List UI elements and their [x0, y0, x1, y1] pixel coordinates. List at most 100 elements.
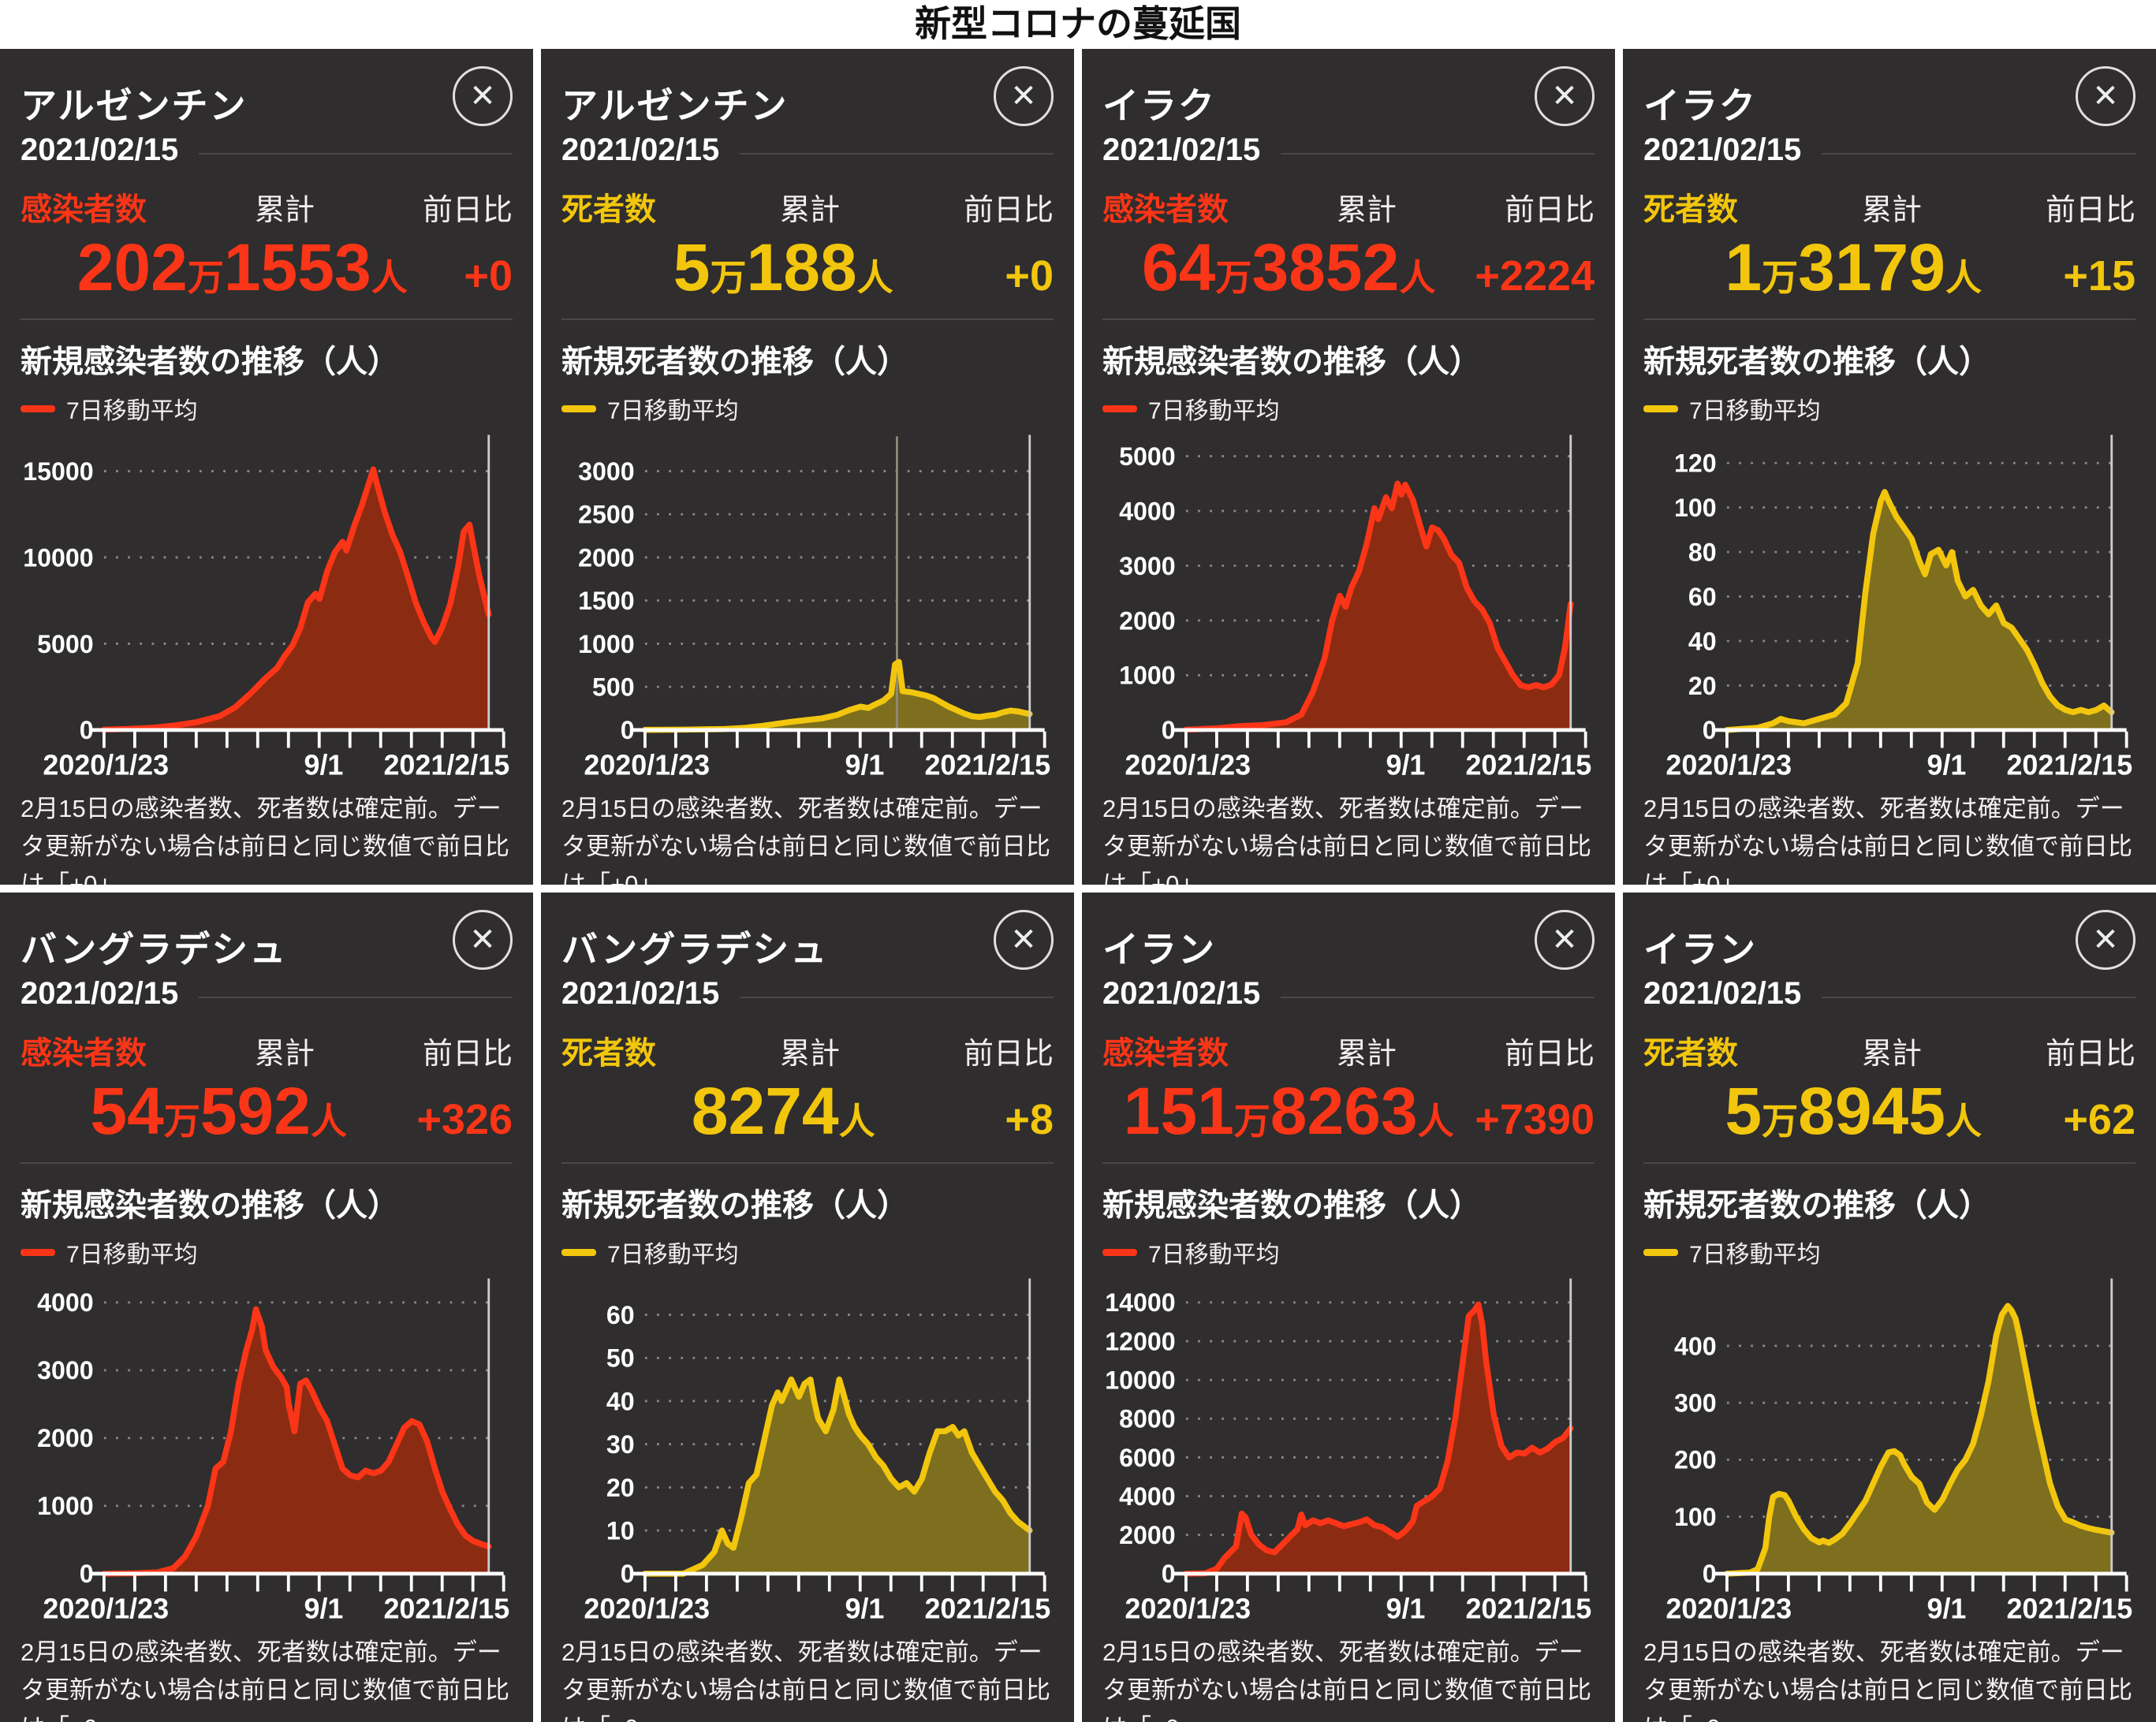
value-person-suffix: 人: [838, 1101, 875, 1142]
delta-value: +326: [416, 1096, 513, 1143]
svg-text:50: 50: [606, 1344, 635, 1373]
day-over-day-label: 前日比: [2045, 1038, 2135, 1071]
metric-row: 死者数 累計 前日比: [561, 1027, 1054, 1073]
svg-text:20: 20: [1688, 672, 1717, 700]
svg-text:9/1: 9/1: [1927, 1593, 1966, 1625]
svg-text:1000: 1000: [37, 1492, 93, 1520]
metric-label: 感染者数: [21, 192, 147, 227]
page-header: 新型コロナの蔓延国: [0, 0, 2156, 49]
close-icon: ✕: [2092, 79, 2119, 114]
svg-text:2020/1/23: 2020/1/23: [584, 749, 710, 781]
header-divider: [561, 1162, 1054, 1164]
legend-line-swatch: [561, 1248, 596, 1256]
value-row: 1万3179人 +15: [1643, 229, 2135, 306]
card-date: 2021/02/15: [561, 132, 720, 167]
svg-text:0: 0: [80, 1560, 94, 1588]
close-button[interactable]: ✕: [994, 910, 1054, 970]
svg-text:2020/1/23: 2020/1/23: [43, 1593, 169, 1625]
close-button[interactable]: ✕: [994, 66, 1054, 126]
value-main: 54: [90, 1074, 164, 1148]
legend: 7日移動平均: [1643, 391, 2135, 426]
metric-row: 死者数 累計 前日比: [1643, 184, 2135, 229]
metric-label: 死者数: [561, 1036, 656, 1071]
legend-label: 7日移動平均: [1148, 398, 1280, 424]
value-unit-man: 万: [710, 257, 747, 298]
value-sub: 3179: [1798, 230, 1945, 304]
country-card: イラン ✕ 2021/02/15 感染者数 累計 前日比 151万8263人 +…: [1082, 893, 1615, 1722]
chart-section-title: 新規死者数の推移（人）: [561, 1188, 908, 1223]
svg-text:0: 0: [80, 716, 94, 744]
svg-text:60: 60: [1688, 583, 1717, 611]
close-button[interactable]: ✕: [2076, 910, 2135, 970]
country-card: イラン ✕ 2021/02/15 死者数 累計 前日比 5万8945人 +62 …: [1623, 893, 2156, 1722]
date-rule: [1281, 152, 1595, 155]
value-unit-man: 万: [187, 257, 224, 298]
svg-text:15000: 15000: [23, 457, 93, 486]
card-header: イラク ✕: [1643, 65, 2135, 129]
header-divider: [1643, 1162, 2135, 1164]
svg-text:2020/1/23: 2020/1/23: [1665, 749, 1792, 781]
svg-text:8000: 8000: [1119, 1405, 1175, 1433]
card-header: イラン ✕: [1102, 908, 1595, 973]
svg-text:0: 0: [621, 1560, 635, 1588]
value-main: 1: [1725, 230, 1762, 304]
country-card: イラク ✕ 2021/02/15 死者数 累計 前日比 1万3179人 +15 …: [1623, 49, 2156, 885]
svg-text:2020/1/23: 2020/1/23: [1125, 749, 1251, 781]
delta-value: +62: [2063, 1096, 2135, 1143]
value-sub: 8945: [1798, 1074, 1945, 1148]
svg-text:2021/2/15: 2021/2/15: [1465, 1593, 1591, 1625]
cumulative-label: 累計: [1336, 194, 1397, 227]
value-person-suffix: 人: [310, 1101, 347, 1142]
close-icon: ✕: [469, 922, 496, 957]
value-person-suffix: 人: [856, 257, 893, 298]
delta-value: +8: [1005, 1096, 1054, 1143]
svg-text:500: 500: [592, 673, 635, 701]
metric-row: 死者数 累計 前日比: [1643, 1027, 2135, 1073]
card-date: 2021/02/15: [1102, 132, 1261, 167]
date-row: 2021/02/15: [1102, 132, 1595, 168]
value-row: 8274人 +8: [561, 1073, 1054, 1150]
chart-section-title: 新規死者数の推移（人）: [1643, 1188, 1990, 1223]
cumulative-value: 202万1553人: [21, 229, 464, 306]
legend-line-swatch: [21, 1248, 55, 1256]
close-button[interactable]: ✕: [1535, 66, 1595, 126]
value-unit-man: 万: [1233, 1101, 1270, 1142]
svg-text:2000: 2000: [578, 543, 634, 572]
country-card: バングラデシュ ✕ 2021/02/15 感染者数 累計 前日比 54万592人…: [0, 893, 533, 1722]
value-person-suffix: 人: [1945, 1101, 1982, 1142]
cards-grid: アルゼンチン ✕ 2021/02/15 感染者数 累計 前日比 202万1553…: [0, 49, 2156, 1722]
card-date: 2021/02/15: [1643, 976, 1802, 1011]
day-over-day-label: 前日比: [422, 1038, 513, 1071]
country-name: イラン: [1643, 929, 1757, 970]
value-main: 8274: [691, 1074, 839, 1148]
trend-chart: 0 2000 4000 6000 8000 10000 12000 14000 2020/1/2…: [1105, 1278, 1591, 1625]
legend-line-swatch: [1643, 404, 1678, 412]
svg-text:2020/1/23: 2020/1/23: [584, 1593, 710, 1625]
trend-chart: 0 1000 2000 3000 4000 2020/1/23 9/1 2021/2/15: [37, 1278, 509, 1625]
svg-text:100: 100: [1674, 494, 1717, 522]
svg-text:2000: 2000: [1119, 1521, 1175, 1549]
svg-text:9/1: 9/1: [304, 749, 343, 781]
day-over-day-label: 前日比: [2045, 194, 2135, 227]
delta-value: +15: [2063, 252, 2135, 300]
value-unit-man: 万: [1762, 1101, 1799, 1142]
close-button[interactable]: ✕: [453, 910, 513, 970]
card-date: 2021/02/15: [1102, 976, 1261, 1011]
footnote: 2月15日の感染者数、死者数は確定前。データ更新がない場合は前日と同じ数値で前日…: [1643, 794, 2132, 885]
legend-label: 7日移動平均: [1689, 1242, 1821, 1268]
footnote: 2月15日の感染者数、死者数は確定前。データ更新がない場合は前日と同じ数値で前日…: [1102, 1638, 1591, 1722]
svg-text:2021/2/15: 2021/2/15: [1465, 749, 1591, 781]
value-sub: 1553: [223, 230, 371, 304]
close-button[interactable]: ✕: [453, 66, 513, 126]
close-button[interactable]: ✕: [2076, 66, 2135, 126]
trend-chart: 0 500 1000 1500 2000 2500 3000 2020/1/23 9/1 2021…: [578, 434, 1050, 781]
card-date: 2021/02/15: [21, 976, 179, 1011]
metric-row: 感染者数 累計 前日比: [21, 184, 513, 229]
close-icon: ✕: [1010, 922, 1037, 957]
close-button[interactable]: ✕: [1535, 910, 1595, 970]
metric-row: 感染者数 累計 前日比: [1102, 184, 1595, 229]
value-main: 64: [1142, 230, 1216, 304]
day-over-day-label: 前日比: [963, 194, 1054, 227]
svg-text:20: 20: [606, 1474, 635, 1502]
chart-section-title: 新規感染者数の推移（人）: [21, 1188, 399, 1223]
